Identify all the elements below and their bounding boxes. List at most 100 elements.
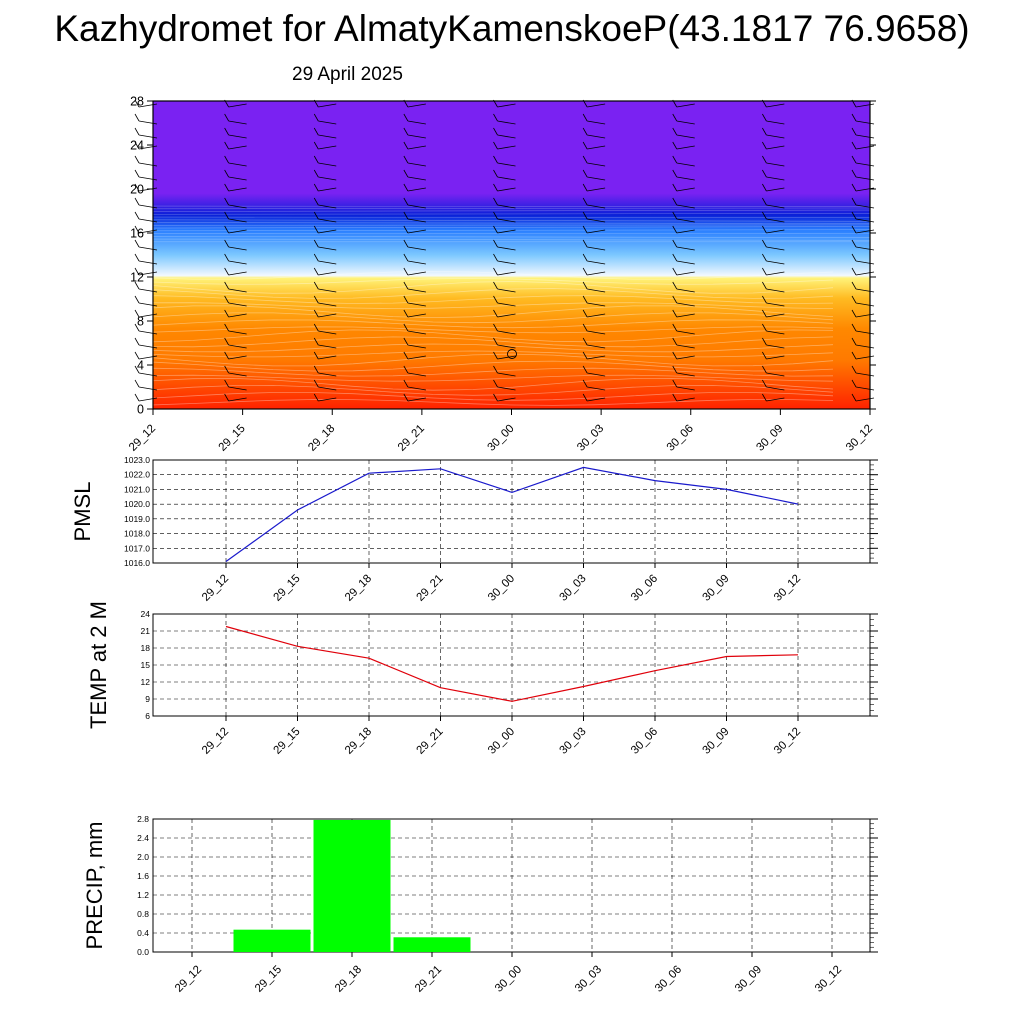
y-tick-label: 1020.0 [124,499,150,509]
wind-barb [224,169,229,178]
contour-line [152,312,834,324]
wind-barb [403,323,409,332]
wind-barb [587,313,606,318]
contour-line [152,238,871,241]
wind-barb [318,218,337,223]
wind-barb [676,120,695,125]
wind-barb [407,229,426,234]
wind-barb [497,302,516,307]
wind-barb [855,355,875,360]
wind-barb [134,393,140,402]
wind-barb [318,288,337,293]
wind-barb [224,337,229,346]
wind-barb [855,313,875,318]
wind-barb [224,351,229,360]
wind-barb [676,288,695,293]
wind-barb [318,246,337,251]
wind-barb [587,120,606,125]
wind-barb [676,302,695,307]
wind-barb [407,162,426,167]
x-tick-label: 29_21 [415,726,446,757]
x-tick-label: 29_21 [413,964,444,995]
wind-barb [403,225,409,234]
wind-barb [228,145,247,150]
wind-barb [228,344,247,349]
wind-barb [855,103,875,108]
wind-barb [138,229,158,234]
wind-barb [676,397,695,402]
wind-barb [766,302,785,307]
wind-barb [497,187,516,192]
wind-barb [762,267,767,276]
wind-barb [497,330,516,335]
wind-barb [766,204,785,209]
wind-barb [493,183,498,192]
wind-barb [672,239,678,248]
wind-barb [855,176,875,181]
y-tick-label: 16 [130,227,144,241]
y-tick-label: 0.8 [137,909,149,919]
contour-line [152,392,834,401]
heatmap-field [153,101,870,409]
wind-barb [497,218,516,223]
wind-barb [587,355,606,360]
wind-barb [676,103,695,108]
wind-barb [134,197,140,206]
wind-barb [855,344,875,349]
wind-barb [582,141,588,150]
wind-barb [138,397,158,402]
contour-line [152,277,834,285]
wind-barb [676,145,695,150]
wind-barb [138,246,158,251]
wind-barb [134,211,140,220]
wind-barb [766,176,785,181]
wind-barb [851,141,857,150]
wind-barb [672,379,678,388]
wind-barb [672,169,678,178]
wind-barb [672,155,678,164]
wind-barb [582,337,588,346]
wind-barb [762,169,767,178]
wind-barb [228,355,247,360]
contour-line [152,209,871,212]
x-tick-label: 30_12 [844,423,875,454]
wind-barb [313,211,319,220]
wind-barb [313,267,319,276]
wind-barb [762,365,767,374]
wind-barb [587,386,606,391]
wind-barb [134,379,140,388]
wind-barb [403,141,409,150]
x-tick-label: 30_09 [754,423,785,454]
wind-barb [224,295,229,304]
wind-barb [138,162,158,167]
wind-barb [851,365,857,374]
wind-barb [228,134,247,139]
wind-barb [493,295,498,304]
wind-barb [228,260,247,265]
wind-barb [228,288,247,293]
wind-barb [313,379,319,388]
wind-barb [587,397,606,402]
wind-barb [855,330,875,335]
wind-barb [851,239,857,248]
wind-barb [582,113,588,122]
wind-barb [407,386,426,391]
contour-line [152,326,834,334]
wind-barb [318,397,337,402]
wind-barb [762,183,767,192]
x-tick-label: 30_00 [486,423,517,454]
x-tick-label: 29_15 [217,423,248,454]
x-tick-label: 29_12 [200,726,231,757]
wind-barb [318,229,337,234]
wind-barb [134,141,140,150]
wind-barb [582,365,588,374]
temp-panel: 6 9 12 15 18 21 24 29_12 29_15 29_18 29_21 30_00 30_… [86,601,878,757]
wind-barb [493,309,498,318]
wind-barb [313,309,319,318]
contour-line [152,205,871,207]
wind-barb [672,309,678,318]
wind-barb [493,379,498,388]
wind-barb [497,162,516,167]
contour-line [152,236,871,238]
wind-barb [403,211,409,220]
